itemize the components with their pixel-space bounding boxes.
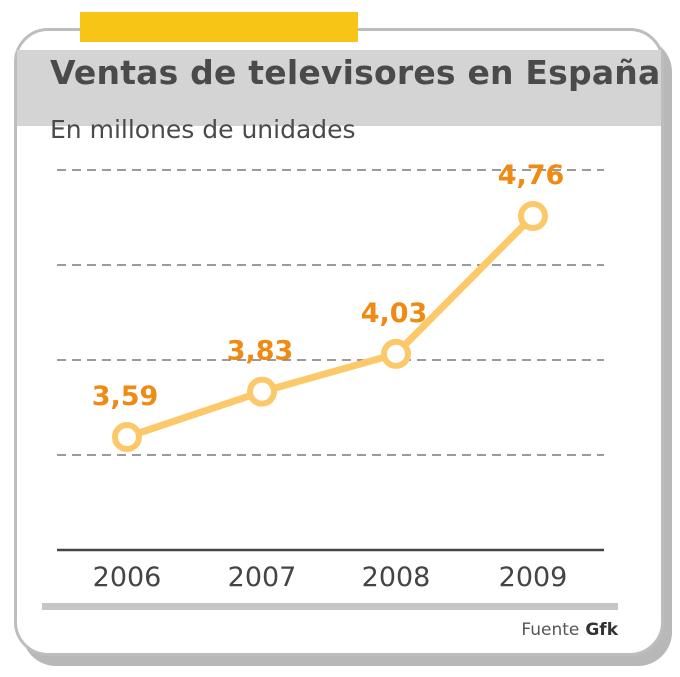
x-tick-label: 2007 — [228, 562, 297, 593]
data-label: 4,76 — [498, 160, 565, 191]
source-name: Gfk — [585, 620, 618, 640]
source-note: Fuente Gfk — [521, 620, 618, 640]
x-tick-labels: 2006 2007 2008 2009 — [93, 562, 568, 593]
data-labels: 3,59 3,83 4,03 4,76 — [92, 160, 565, 412]
chart-card — [14, 28, 664, 656]
data-label: 4,03 — [361, 298, 428, 329]
accent-bar — [80, 12, 358, 42]
grid-lines — [57, 169, 604, 456]
footer-rule — [42, 603, 618, 610]
data-label: 3,83 — [227, 336, 294, 367]
data-point — [112, 422, 142, 452]
data-points — [112, 201, 548, 452]
x-tick-label: 2009 — [499, 562, 568, 593]
chart-subtitle: En millones de unidades — [50, 115, 356, 144]
x-tick-label: 2006 — [93, 562, 162, 593]
source-label: Fuente — [521, 620, 580, 640]
title-band — [17, 50, 661, 126]
data-point — [247, 376, 277, 407]
chart-title: Ventas de televisores en España — [50, 53, 661, 92]
data-point — [381, 338, 411, 369]
data-label: 3,59 — [92, 381, 159, 412]
x-tick-label: 2008 — [362, 562, 431, 593]
data-point — [518, 201, 548, 231]
series-line — [123, 212, 537, 441]
